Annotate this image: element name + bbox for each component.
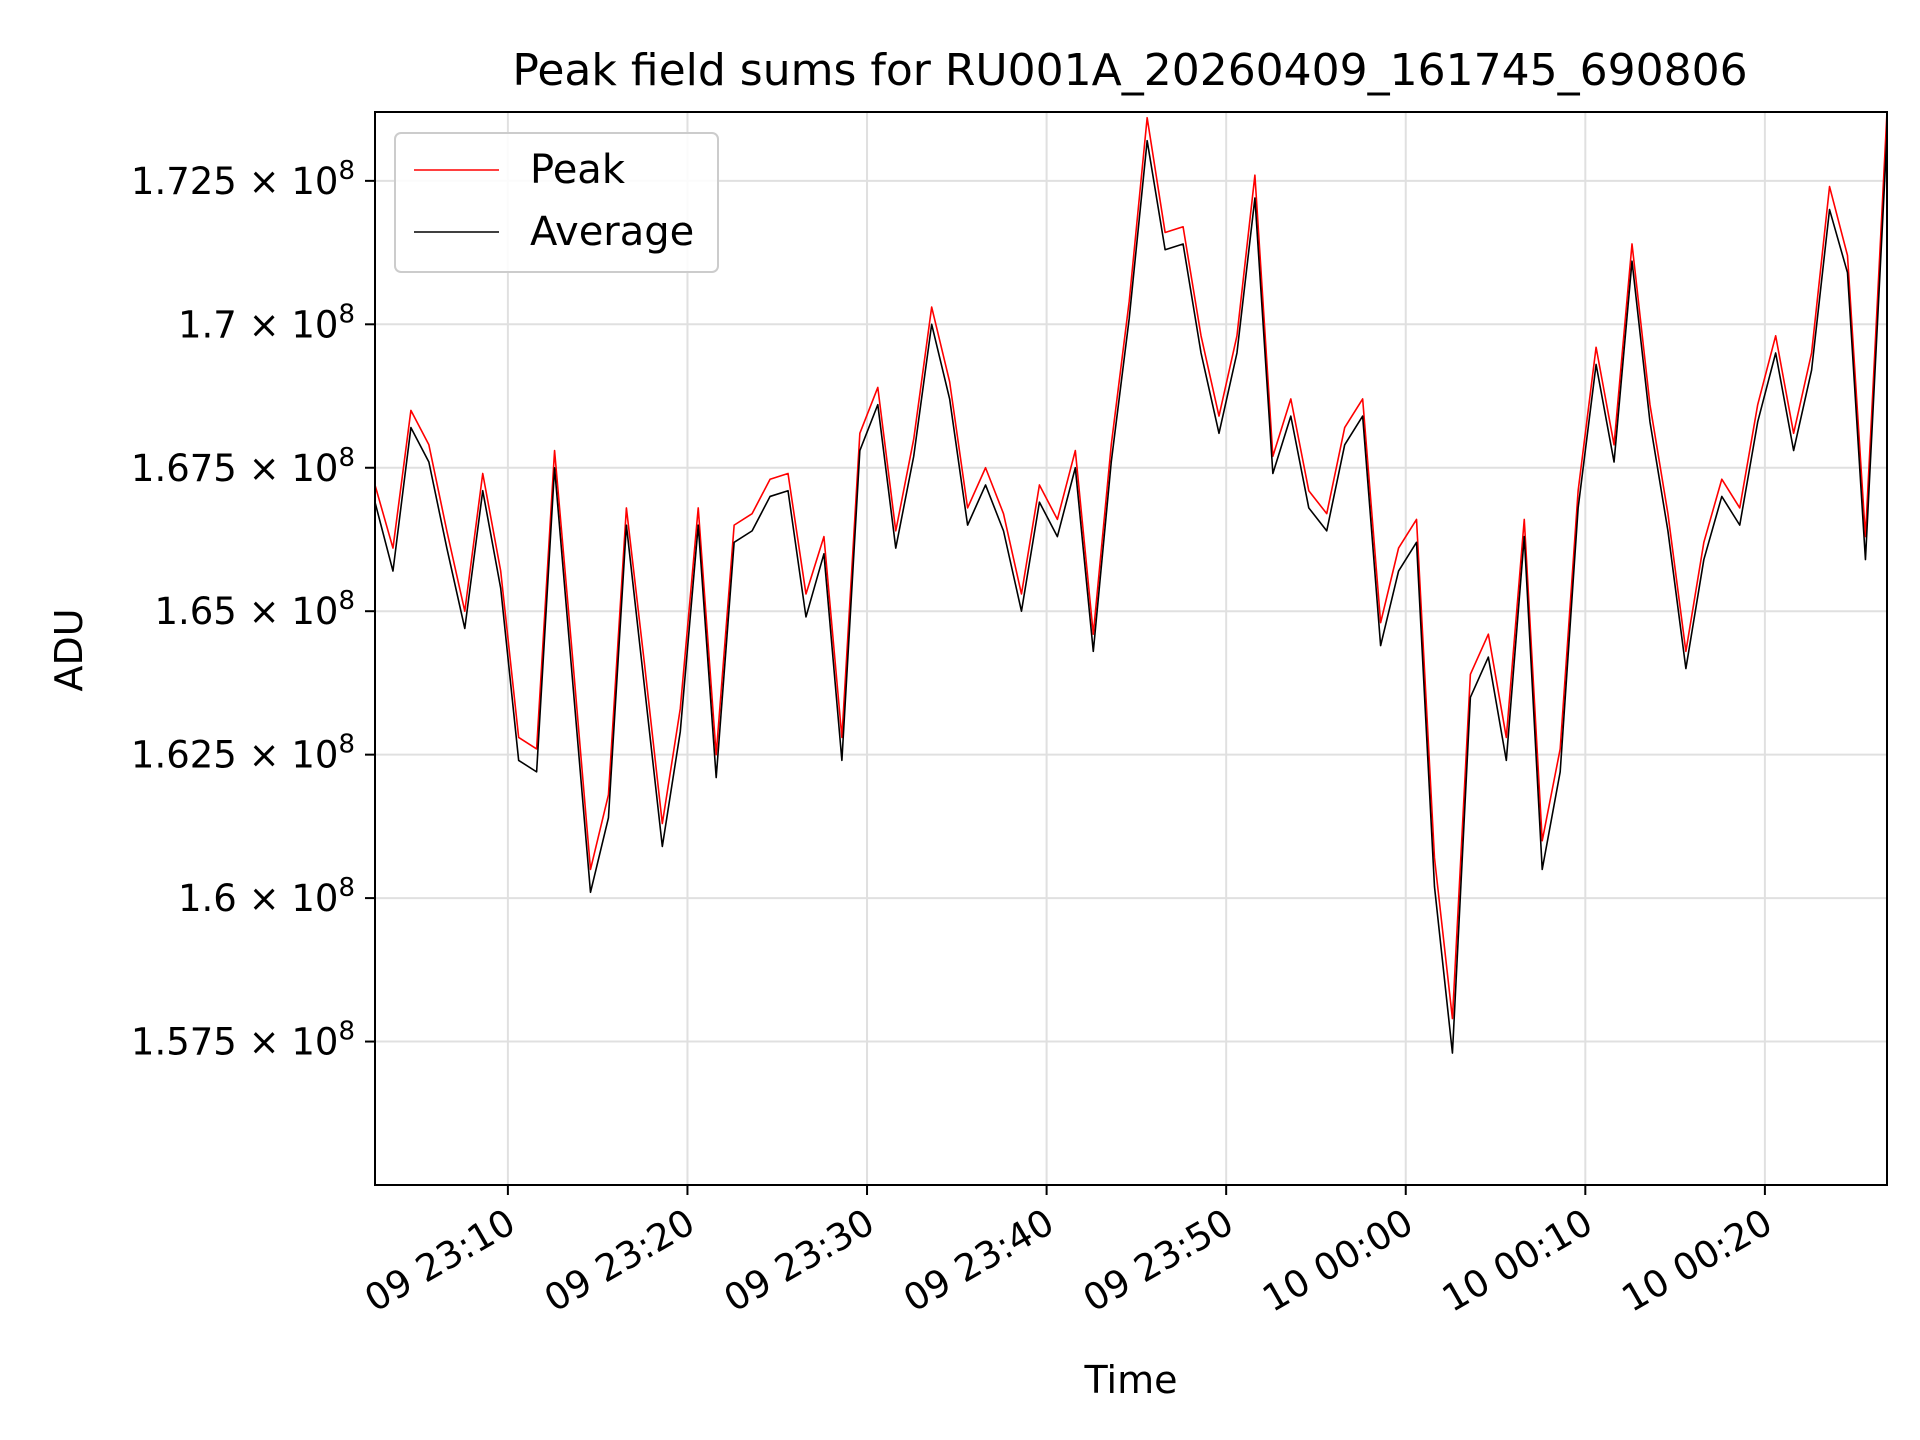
y-tick-label: 1.725 × 108 bbox=[131, 156, 355, 203]
legend-label-average: Average bbox=[530, 209, 694, 255]
series-line-peak bbox=[374, 111, 1888, 1020]
y-tick-label: 1.7 × 108 bbox=[178, 299, 355, 346]
y-tick-label: 1.625 × 108 bbox=[131, 730, 355, 777]
plot-frame bbox=[374, 111, 1888, 1186]
grid bbox=[375, 112, 1887, 1185]
legend: Peak Average bbox=[394, 132, 719, 273]
y-axis-label: ADU bbox=[47, 608, 91, 691]
series-line-average bbox=[374, 134, 1888, 1054]
y-tick-label: 1.575 × 108 bbox=[131, 1017, 355, 1064]
y-tick-label: 1.675 × 108 bbox=[131, 443, 355, 490]
legend-box bbox=[394, 132, 719, 273]
y-tick-label: 1.6 × 108 bbox=[178, 873, 355, 920]
series-lines bbox=[374, 111, 1888, 1054]
chart-title: Peak field sums for RU001A_20260409_1617… bbox=[512, 45, 1747, 96]
y-axis: 1.575 × 108 1.6 × 108 1.625 × 108 1.65 × 10… bbox=[131, 156, 375, 1064]
legend-label-peak: Peak bbox=[530, 147, 626, 193]
y-tick-label: 1.65 × 108 bbox=[154, 586, 355, 633]
x-axis-label: Time bbox=[1084, 1358, 1178, 1402]
